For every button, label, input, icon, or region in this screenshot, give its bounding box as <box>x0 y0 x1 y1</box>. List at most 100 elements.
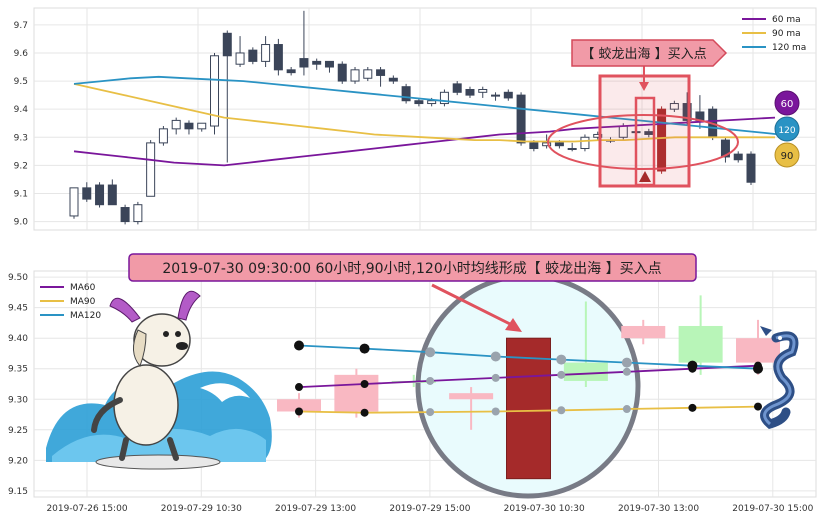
top-candle-body <box>529 142 539 150</box>
bottom-y-tick-label: 9.15 <box>8 487 28 497</box>
top-y-tick-label: 9.4 <box>14 105 29 115</box>
top-candle-body <box>452 83 462 93</box>
top-candle-body <box>133 204 143 223</box>
bottom-ma-marker <box>294 340 304 351</box>
bottom-annotation-arrow-head <box>505 318 522 332</box>
top-y-tick-label: 9.6 <box>14 49 29 59</box>
bottom-x-tick-label: 2019-07-30 10:30 <box>504 504 585 514</box>
bottom-annotation-arrow-shaft <box>431 283 513 327</box>
top-candle-body <box>337 63 347 82</box>
top-candle-body <box>554 142 564 147</box>
bottom-ma-marker <box>359 343 370 354</box>
top-candle-body <box>669 103 679 110</box>
top-candle-body <box>235 52 245 65</box>
legend-label-ma120: MA120 <box>70 311 101 321</box>
bottom-x-tick-label: 2019-07-29 15:00 <box>389 504 470 514</box>
top-candle-body <box>478 88 488 93</box>
top-candle-body <box>720 139 730 158</box>
bottom-ma-marker <box>490 351 501 362</box>
bottom-x-tick-label: 2019-07-30 15:00 <box>732 504 813 514</box>
top-y-tick-label: 9.2 <box>14 161 28 171</box>
top-up-triangle <box>639 171 651 182</box>
bottom-y-tick-label: 9.25 <box>8 426 28 436</box>
bottom-ma-marker <box>557 406 566 415</box>
bottom-y-axis: 9.15 9.20 9.25 9.30 9.35 9.40 9.45 9.50 <box>8 273 28 497</box>
top-candle-body <box>439 91 449 105</box>
top-candle-body <box>273 44 283 71</box>
top-candle-body <box>171 119 181 130</box>
top-candle-body <box>593 133 603 138</box>
bottom-x-tick-label: 2019-07-26 15:00 <box>46 504 127 514</box>
top-candle-body <box>580 136 590 150</box>
top-y-tick-label: 9.3 <box>14 133 28 143</box>
bottom-ma-marker <box>491 373 500 382</box>
top-series-line-1 <box>73 83 775 143</box>
badge-60: 60 <box>781 99 794 110</box>
legend-label-ma90: MA90 <box>70 297 96 307</box>
top-candle-body <box>657 108 667 172</box>
bottom-ma-marker <box>622 367 631 376</box>
bottom-ma-marker <box>360 380 369 388</box>
badge-90-circle <box>774 142 800 168</box>
top-candle-body <box>376 69 386 76</box>
top-candle-body <box>286 69 296 74</box>
top-candle-body <box>299 58 309 68</box>
bottom-y-tick-label: 9.35 <box>8 365 28 375</box>
top-candle-body <box>107 184 117 206</box>
bottom-legend: MA60 MA90 MA120 <box>40 283 101 321</box>
top-series-line-0 <box>73 116 776 167</box>
top-annotation-label: 【 蛟龙出海 】买入点 <box>581 47 706 62</box>
top-candle-body <box>542 142 552 147</box>
top-candle-body <box>682 103 692 121</box>
badge-60-circle <box>774 90 800 116</box>
bottom-y-tick-label: 9.40 <box>8 334 28 344</box>
bottom-series-line-0 <box>298 364 759 388</box>
top-annotation-box <box>571 39 728 67</box>
top-candle-body <box>69 187 79 217</box>
bottom-ma-marker <box>753 363 763 374</box>
bottom-ma-marker <box>688 403 697 412</box>
top-candle-body <box>261 44 271 62</box>
bottom-ma-marker <box>295 407 303 416</box>
bottom-candle-body <box>678 325 723 363</box>
bottom-ma-marker <box>622 405 631 414</box>
top-candle-body <box>388 77 398 82</box>
top-candle-body <box>503 91 513 99</box>
top-candle-body <box>567 148 577 151</box>
top-y-tick-label: 9.7 <box>14 21 28 31</box>
bottom-ma-marker <box>360 408 369 417</box>
bottom-candles <box>277 295 780 480</box>
bottom-x-axis: 2019-07-26 15:00 2019-07-29 10:30 2019-07-… <box>46 504 813 514</box>
top-candle-body <box>427 100 437 105</box>
top-candle-body <box>363 69 373 79</box>
top-candle-body <box>197 122 207 130</box>
top-candle-body <box>746 153 756 183</box>
top-candle-body <box>210 55 220 127</box>
top-y-tick-label: 9.1 <box>14 189 28 199</box>
bottom-annotation-box <box>128 253 697 282</box>
top-candle-body <box>516 94 526 144</box>
badge-120-circle <box>774 116 800 142</box>
top-candle-body <box>312 60 322 65</box>
top-candle-body <box>248 49 258 62</box>
bottom-ma-marker <box>687 360 698 371</box>
bottom-y-tick-label: 9.50 <box>8 273 28 283</box>
bottom-y-tick-label: 9.20 <box>8 456 28 466</box>
bottom-x-tick-label: 2019-07-29 10:30 <box>161 504 242 514</box>
bottom-ma-lines <box>298 344 759 414</box>
top-candle-body <box>414 100 424 105</box>
bottom-ma-marker <box>295 383 303 392</box>
bottom-ma-marker <box>557 370 566 379</box>
bottom-x-tick-label: 2019-07-29 13:00 <box>275 504 356 514</box>
surfing-dog-icon <box>46 290 272 470</box>
top-candle-body <box>82 187 92 200</box>
bottom-candle-body <box>563 362 608 381</box>
top-candle-body <box>324 60 334 68</box>
ma-badges: 60 120 90 <box>774 90 800 168</box>
top-candle-body <box>491 94 501 97</box>
badge-120: 120 <box>778 126 795 136</box>
blue-dragon-icon <box>760 326 799 429</box>
top-y-tick-label: 9.5 <box>14 77 28 87</box>
